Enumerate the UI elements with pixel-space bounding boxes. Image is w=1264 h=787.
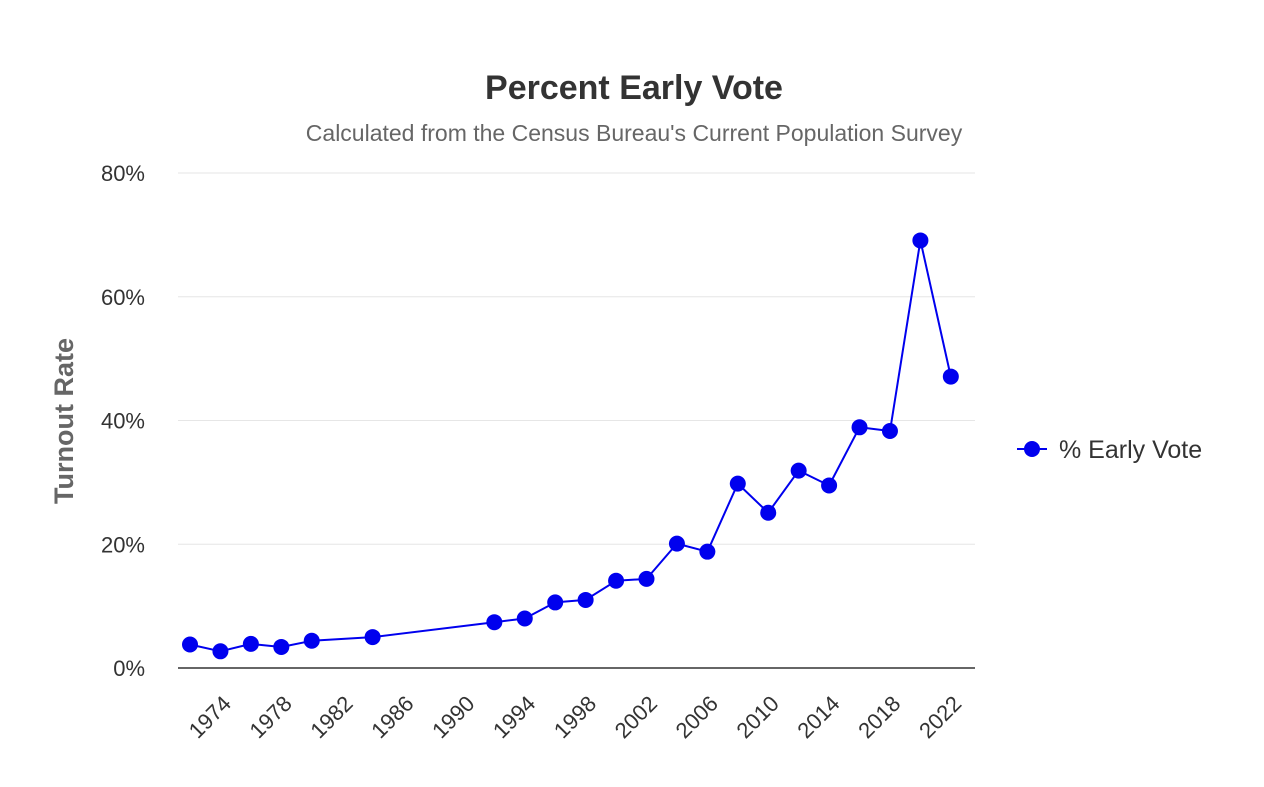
grid-lines xyxy=(178,172,975,669)
data-point[interactable] xyxy=(912,232,929,249)
legend-item-label[interactable]: % Early Vote xyxy=(1059,436,1202,464)
y-tick-label: 0% xyxy=(113,656,145,681)
x-tick-label: 1978 xyxy=(245,691,297,743)
x-tick-label: 1982 xyxy=(305,691,357,743)
x-tick-label: 1994 xyxy=(488,691,540,743)
data-point[interactable] xyxy=(729,475,746,492)
data-point[interactable] xyxy=(851,419,868,436)
series-line xyxy=(189,239,952,653)
data-point[interactable] xyxy=(790,462,807,479)
x-tick-label: 1986 xyxy=(366,691,418,743)
data-point[interactable] xyxy=(273,638,290,655)
y-tick-label: 20% xyxy=(101,532,145,557)
data-point[interactable] xyxy=(303,632,320,649)
data-point[interactable] xyxy=(668,535,685,552)
y-axis-title: Turnout Rate xyxy=(49,338,79,504)
legend[interactable]: % Early Vote xyxy=(1017,436,1202,464)
x-tick-label: 1990 xyxy=(427,691,479,743)
data-point[interactable] xyxy=(699,543,716,560)
y-tick-label: 60% xyxy=(101,285,145,310)
x-tick-label: 1974 xyxy=(184,691,236,743)
chart-title: Percent Early Vote xyxy=(485,69,783,107)
data-point[interactable] xyxy=(182,636,198,653)
y-tick-label: 40% xyxy=(101,409,145,434)
data-series xyxy=(182,232,959,660)
data-point[interactable] xyxy=(242,635,259,652)
data-point[interactable] xyxy=(942,368,959,385)
x-axis-tick-labels: 1974 1978 1982 1986 1990 1994 1998 2002 2006 2010… xyxy=(184,691,967,743)
y-tick-label: 80% xyxy=(101,161,145,186)
data-point[interactable] xyxy=(608,572,625,589)
data-point[interactable] xyxy=(486,614,503,631)
chart-subtitle: Calculated from the Census Bureau's Curr… xyxy=(306,120,963,146)
x-tick-label: 2006 xyxy=(671,691,723,743)
x-tick-label: 2010 xyxy=(731,691,783,743)
x-tick-label: 2022 xyxy=(914,691,966,743)
data-point[interactable] xyxy=(364,629,381,646)
y-axis-tick-labels: 0% 20% 40% 60% 80% xyxy=(101,161,145,681)
data-point[interactable] xyxy=(881,423,898,440)
data-point[interactable] xyxy=(821,477,838,494)
x-tick-label: 1998 xyxy=(549,691,601,743)
data-point[interactable] xyxy=(516,610,533,627)
data-point[interactable] xyxy=(212,643,229,660)
data-point[interactable] xyxy=(760,504,777,521)
data-point[interactable] xyxy=(547,594,564,611)
x-tick-label: 2018 xyxy=(853,691,905,743)
x-tick-label: 2014 xyxy=(792,691,844,743)
data-point[interactable] xyxy=(638,570,655,587)
data-point[interactable] xyxy=(577,591,594,608)
x-tick-label: 2002 xyxy=(610,691,662,743)
legend-marker-dot xyxy=(1024,441,1040,457)
